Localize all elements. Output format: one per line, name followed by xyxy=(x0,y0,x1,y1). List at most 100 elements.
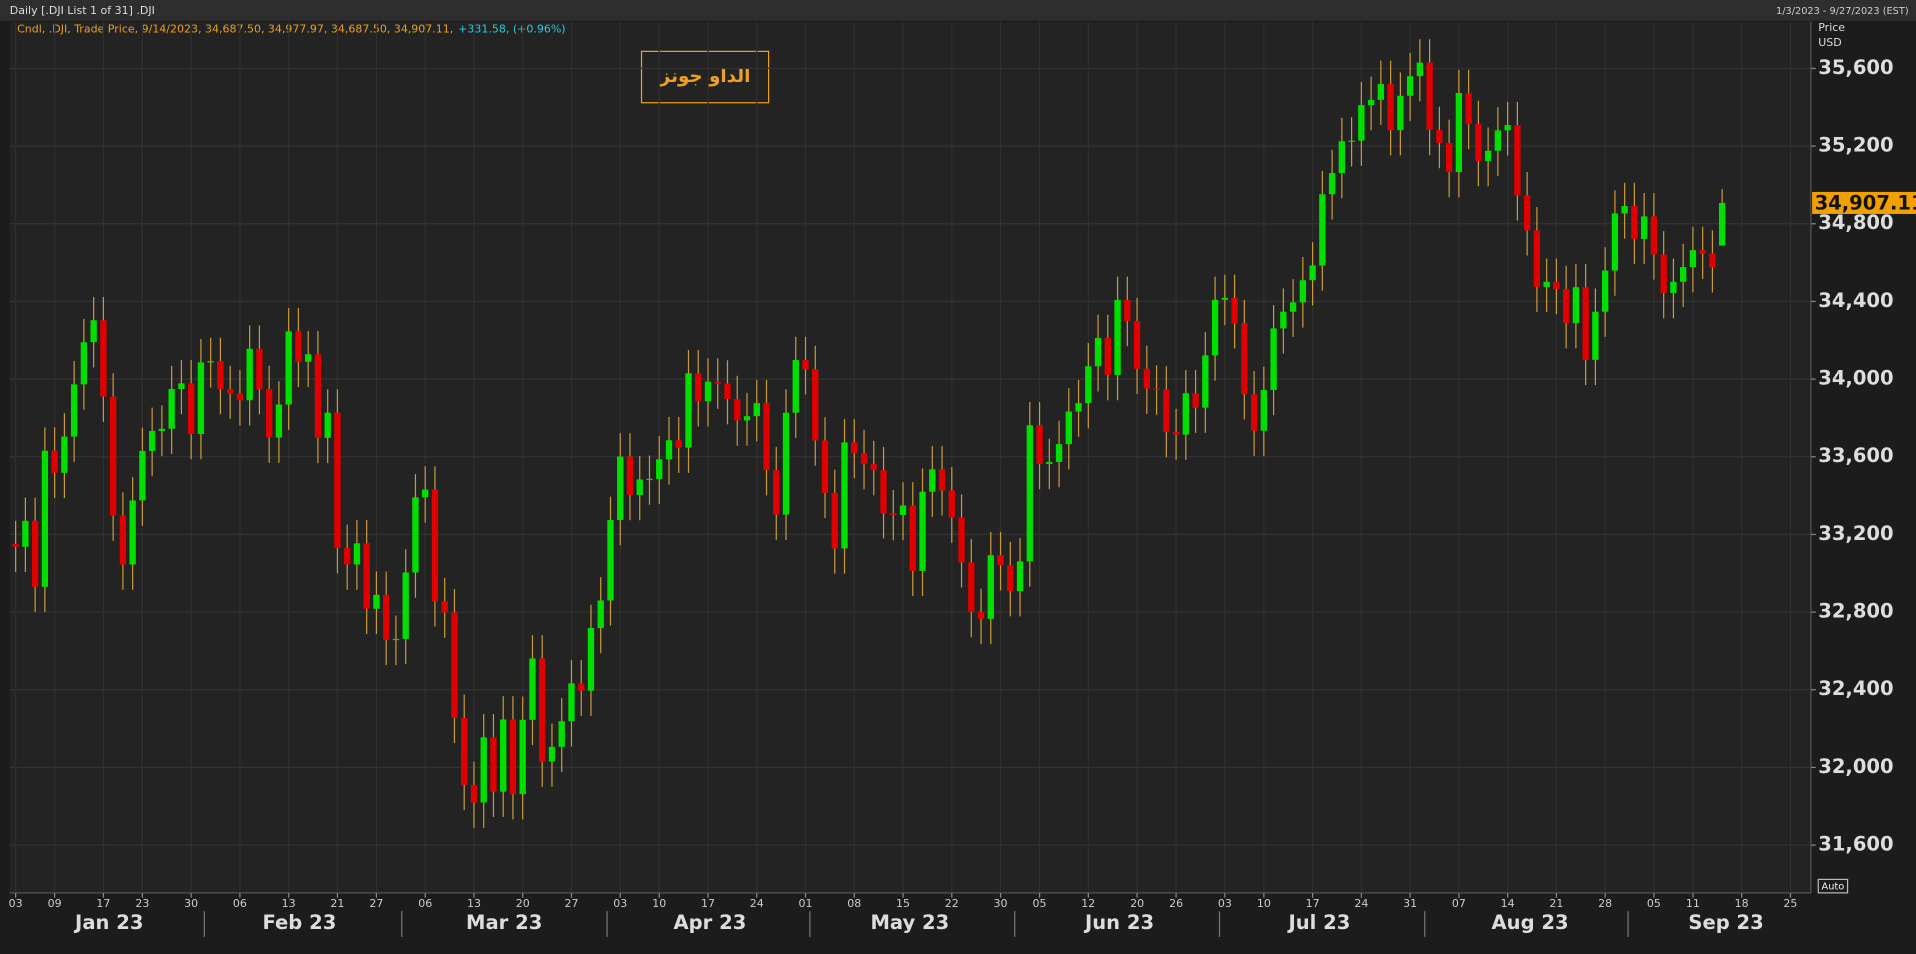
candle-body xyxy=(1445,142,1453,173)
candle-body xyxy=(373,594,380,609)
candle-body xyxy=(1650,216,1658,255)
candle-body xyxy=(1679,267,1687,282)
candle-body xyxy=(139,450,146,501)
candle-body xyxy=(12,544,19,547)
candle-body xyxy=(500,719,507,792)
candle-body xyxy=(1211,299,1219,356)
y-tick-label: 34,000 xyxy=(1818,367,1893,390)
legend-change: +331.58, (+0.96%) xyxy=(458,22,565,35)
candle-body xyxy=(22,520,29,547)
candle-body xyxy=(1484,150,1492,162)
candle-body xyxy=(607,520,614,601)
x-tick-label: 27 xyxy=(369,897,383,910)
candle-body xyxy=(187,383,195,435)
x-tick-label: 11 xyxy=(1686,897,1700,910)
x-tick-label: 30 xyxy=(184,897,198,910)
candle-body xyxy=(285,331,292,405)
auto-label[interactable]: Auto xyxy=(1822,882,1845,893)
candle-body xyxy=(1289,302,1297,312)
candle-body xyxy=(1270,328,1277,390)
candle-body xyxy=(168,388,175,429)
candle-body xyxy=(977,612,985,619)
candle-body xyxy=(851,442,858,454)
grid xyxy=(9,22,1811,893)
candle-body xyxy=(841,442,848,549)
axis-unit: USD xyxy=(1818,36,1842,49)
candle-body xyxy=(821,440,829,493)
x-tick-label: 05 xyxy=(1647,897,1661,910)
candle-body xyxy=(909,505,916,571)
candle-body xyxy=(1328,173,1336,195)
candle-body xyxy=(1504,125,1511,131)
candle-body xyxy=(509,719,517,795)
last-price-label: 34,907.11 xyxy=(1815,192,1916,215)
axis-title: Price xyxy=(1818,21,1845,34)
candle-body xyxy=(1202,355,1209,408)
candle-body xyxy=(1436,129,1443,143)
candle-body xyxy=(1553,281,1560,289)
candle-body xyxy=(1455,93,1463,173)
candle-body xyxy=(1192,393,1199,408)
candle-body xyxy=(1299,280,1307,303)
title-bar xyxy=(0,0,1916,21)
candle-body xyxy=(1104,337,1111,376)
candle-body xyxy=(1533,230,1541,287)
candle-body xyxy=(1065,411,1072,445)
candle-body xyxy=(1075,403,1082,412)
candle-body xyxy=(1114,299,1121,376)
candle-body xyxy=(207,361,214,363)
candle-body xyxy=(344,548,351,565)
candle-body xyxy=(392,638,400,641)
x-tick-label: 26 xyxy=(1169,897,1183,910)
candle-body xyxy=(724,383,731,400)
candle-body xyxy=(568,683,575,722)
candle-body xyxy=(1085,366,1092,404)
candle-body xyxy=(1124,299,1131,322)
x-tick-label: 06 xyxy=(233,897,247,910)
x-tick-label: 07 xyxy=(1452,897,1466,910)
candle-body xyxy=(646,478,653,481)
candle-body xyxy=(158,428,166,431)
candle-body xyxy=(363,543,370,609)
x-tick-label: 03 xyxy=(613,897,627,910)
candle-body xyxy=(763,403,770,471)
candle-body xyxy=(422,489,429,498)
candle-body xyxy=(1163,389,1170,433)
x-tick-label: 21 xyxy=(330,897,344,910)
candle-body xyxy=(90,320,97,343)
x-tick-label: 17 xyxy=(701,897,715,910)
y-tick-label: 35,200 xyxy=(1818,134,1893,157)
y-tick-label: 33,600 xyxy=(1818,444,1893,467)
candle-body xyxy=(1182,393,1189,435)
y-tick-label: 35,600 xyxy=(1818,56,1893,79)
candle-body xyxy=(675,440,682,448)
x-tick-label: 27 xyxy=(564,897,578,910)
x-tick-label: 30 xyxy=(994,897,1008,910)
candle-body xyxy=(314,354,322,438)
candle-body xyxy=(31,520,39,587)
candle-body xyxy=(626,456,634,496)
candle-body xyxy=(899,505,907,516)
candle-body xyxy=(1358,105,1365,141)
candle-body xyxy=(402,572,409,639)
x-tick-label: 03 xyxy=(9,897,23,910)
candle-body xyxy=(743,416,751,421)
month-label: May 23 xyxy=(870,911,949,934)
candle-body xyxy=(753,403,760,417)
candle-body xyxy=(1367,99,1375,106)
x-tick-label: 03 xyxy=(1218,897,1232,910)
y-tick-label: 32,800 xyxy=(1818,600,1893,623)
candle-body xyxy=(353,543,361,565)
candle-body xyxy=(812,369,819,441)
x-tick-label: 25 xyxy=(1783,897,1797,910)
x-tick-label: 17 xyxy=(96,897,110,910)
candle-body xyxy=(1719,202,1726,246)
auto-button[interactable] xyxy=(1817,878,1849,894)
candle-body xyxy=(958,517,965,563)
candle-body xyxy=(1523,195,1531,231)
candle-body xyxy=(1055,444,1063,462)
candle-body xyxy=(636,479,643,496)
candle-body xyxy=(1670,281,1677,294)
x-tick-label: 24 xyxy=(1354,897,1368,910)
y-tick-label: 32,000 xyxy=(1818,755,1893,778)
